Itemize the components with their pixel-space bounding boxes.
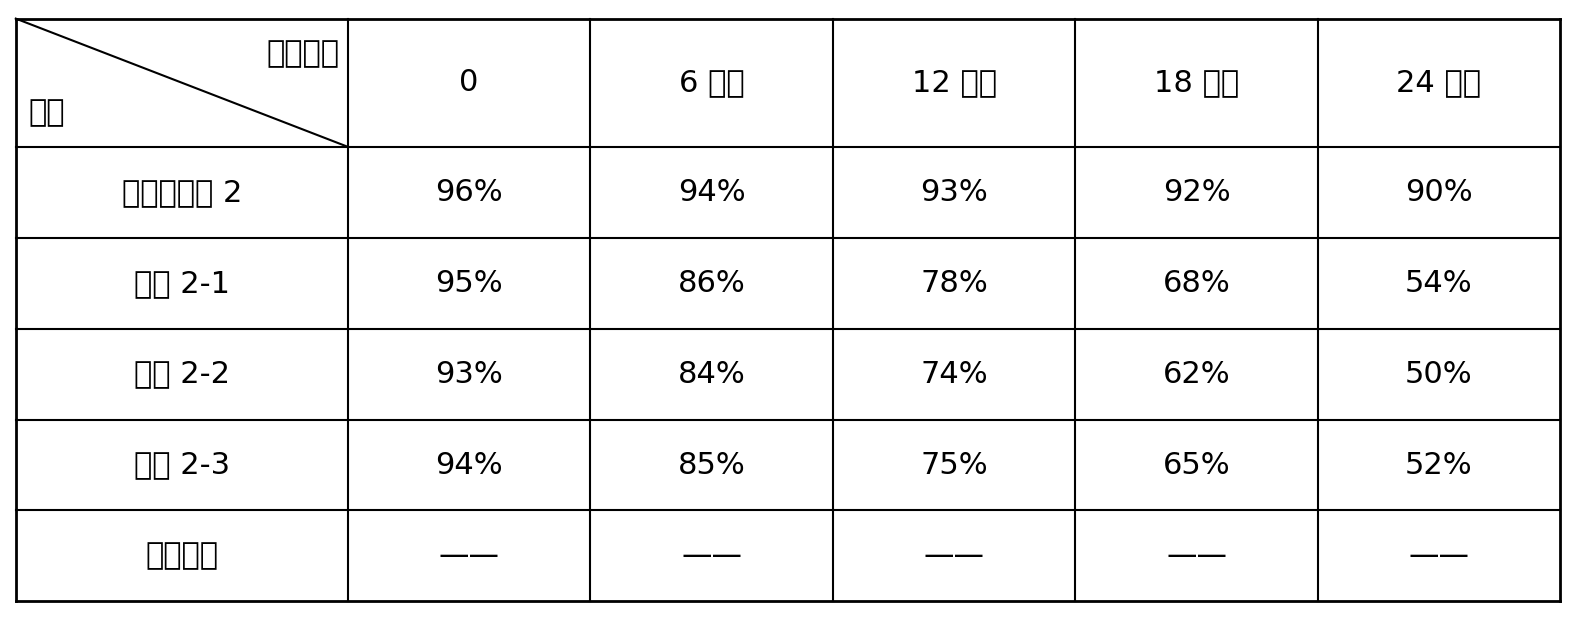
Text: 93%: 93%	[920, 178, 988, 207]
Text: ——: ——	[924, 541, 985, 570]
Text: 54%: 54%	[1406, 268, 1474, 298]
Text: 75%: 75%	[920, 451, 988, 479]
Text: 92%: 92%	[1163, 178, 1231, 207]
Text: 68%: 68%	[1163, 268, 1231, 298]
Text: 86%: 86%	[678, 268, 745, 298]
Text: ——: ——	[438, 541, 500, 570]
Text: 植物杀菌剂 2: 植物杀菌剂 2	[121, 178, 243, 207]
Text: 试剂: 试剂	[28, 98, 65, 126]
Text: 93%: 93%	[435, 360, 503, 389]
Text: 处理 2-1: 处理 2-1	[134, 268, 230, 298]
Text: ——: ——	[1409, 541, 1469, 570]
Text: 84%: 84%	[678, 360, 745, 389]
Text: 96%: 96%	[435, 178, 503, 207]
Text: 90%: 90%	[1406, 178, 1474, 207]
Text: 24 个月: 24 个月	[1396, 68, 1481, 97]
Text: 78%: 78%	[920, 268, 988, 298]
Text: 保存时间: 保存时间	[266, 38, 340, 68]
Text: 0: 0	[459, 68, 479, 97]
Text: 12 个月: 12 个月	[911, 68, 996, 97]
Text: 处理 2-3: 处理 2-3	[134, 451, 230, 479]
Text: 85%: 85%	[678, 451, 745, 479]
Text: 52%: 52%	[1406, 451, 1474, 479]
Text: ——: ——	[1166, 541, 1228, 570]
Text: ——: ——	[681, 541, 742, 570]
Text: 62%: 62%	[1163, 360, 1231, 389]
Text: 18 个月: 18 个月	[1154, 68, 1239, 97]
Text: 74%: 74%	[920, 360, 988, 389]
Text: 6 个月: 6 个月	[679, 68, 744, 97]
Text: 清水对照: 清水对照	[145, 541, 219, 570]
Text: 处理 2-2: 处理 2-2	[134, 360, 230, 389]
Text: 94%: 94%	[435, 451, 503, 479]
Text: 94%: 94%	[678, 178, 745, 207]
Text: 50%: 50%	[1406, 360, 1474, 389]
Text: 65%: 65%	[1163, 451, 1231, 479]
Text: 95%: 95%	[435, 268, 503, 298]
